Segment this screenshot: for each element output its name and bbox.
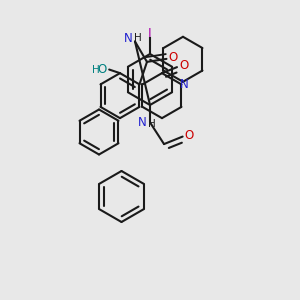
Text: O: O [169, 52, 178, 64]
Text: O: O [184, 129, 194, 142]
Text: N: N [124, 32, 133, 45]
Text: O: O [98, 63, 107, 76]
Text: N: N [138, 116, 147, 129]
Text: H: H [134, 33, 141, 43]
Text: I: I [148, 27, 152, 40]
Text: H: H [92, 64, 100, 74]
Text: N: N [180, 78, 189, 91]
Text: H: H [148, 119, 156, 129]
Text: O: O [179, 59, 188, 72]
